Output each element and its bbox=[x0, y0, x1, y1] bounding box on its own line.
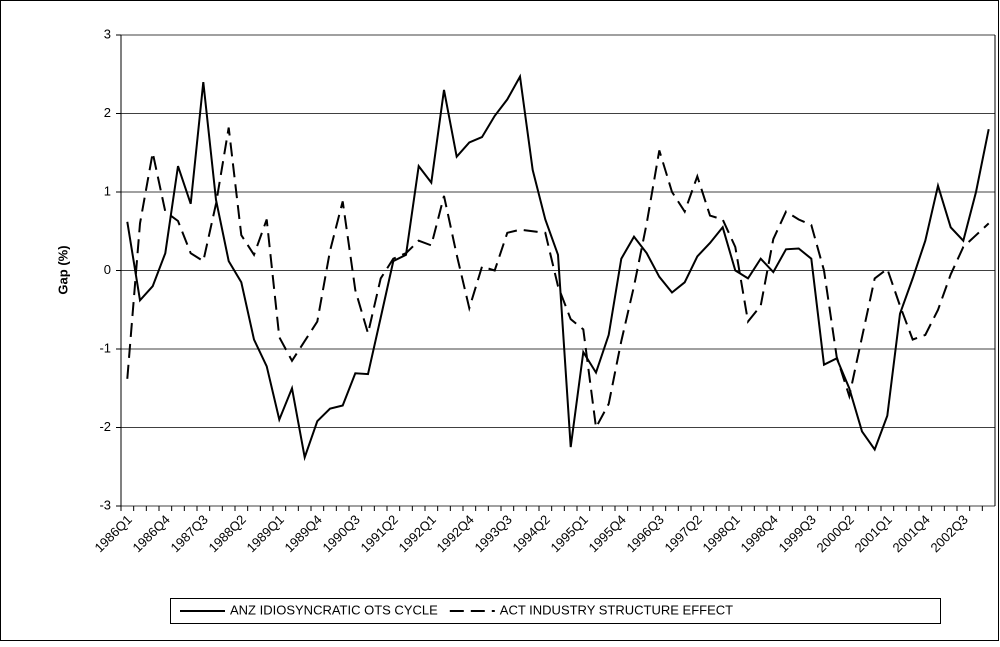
legend-box bbox=[170, 598, 941, 624]
y-tick-label: -2 bbox=[99, 419, 111, 434]
y-tick-label: -1 bbox=[99, 340, 111, 355]
y-tick-label: 2 bbox=[104, 105, 111, 120]
y-axis-label: Gap (%) bbox=[55, 245, 70, 294]
y-tick-label: 0 bbox=[104, 262, 111, 277]
y-tick-label: 3 bbox=[104, 26, 111, 41]
series-line bbox=[126, 127, 990, 431]
legend-label: ANZ IDIOSYNCRATIC OTS CYCLE bbox=[230, 602, 438, 617]
legend-label: ACT INDUSTRY STRUCTURE EFFECT bbox=[500, 602, 733, 617]
y-tick-label: 1 bbox=[104, 183, 111, 198]
series-line bbox=[126, 73, 990, 462]
y-tick-label: -3 bbox=[99, 497, 111, 512]
